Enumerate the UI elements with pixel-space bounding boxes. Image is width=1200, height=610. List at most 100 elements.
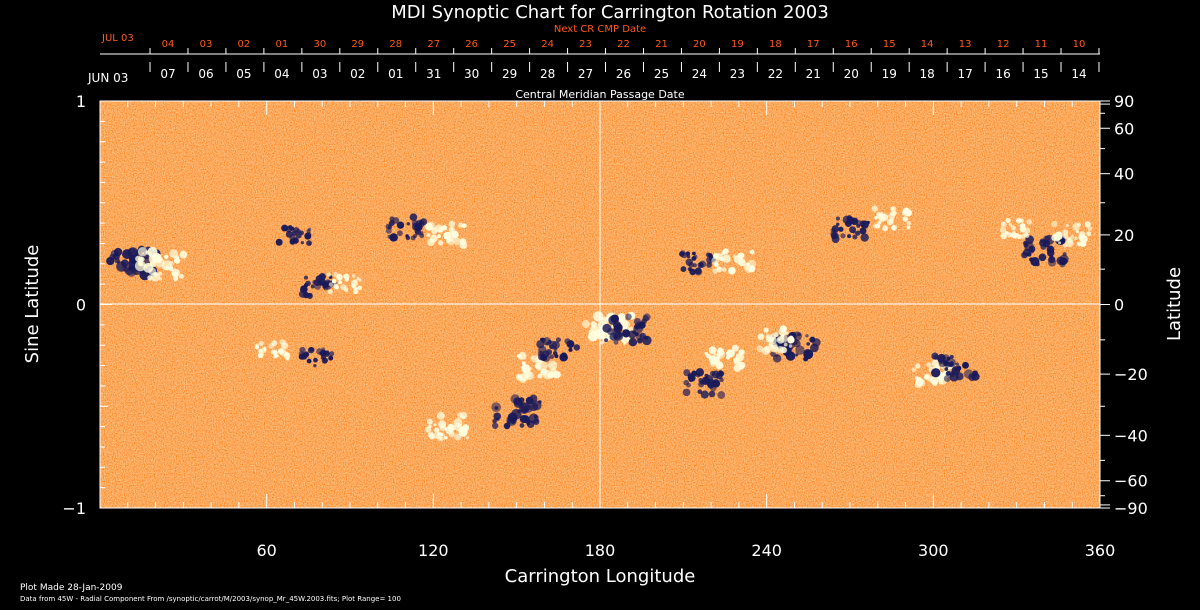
region-22-positive-blob bbox=[880, 213, 889, 222]
region-20-positive-blob bbox=[788, 344, 793, 348]
region-17-positive-blob bbox=[704, 352, 709, 356]
region-26-positive-blob bbox=[1062, 233, 1069, 239]
region-7-positive-blob bbox=[271, 340, 278, 347]
region-14-negative-blob bbox=[613, 339, 619, 345]
region-20-positive-blob bbox=[781, 347, 788, 354]
region-8-negative-blob bbox=[313, 364, 317, 368]
region-18-negative-blob bbox=[717, 391, 726, 399]
region-25-negative-blob bbox=[1031, 257, 1036, 262]
region-13-positive-blob bbox=[582, 320, 590, 329]
region-23-positive-blob bbox=[938, 380, 943, 385]
dateTicks-label-8: 30 bbox=[464, 67, 479, 81]
region-6-negative-blob bbox=[307, 227, 312, 231]
region-10-positive-blob bbox=[453, 418, 463, 428]
region-12-negative-blob bbox=[536, 340, 545, 349]
region-2-negative-blob bbox=[308, 292, 313, 297]
y-left-tick-label-1: 1 bbox=[76, 92, 86, 111]
region-18-negative-blob bbox=[689, 378, 693, 383]
dateTicks-label-11: 27 bbox=[578, 67, 593, 81]
y-axis-right-label: Latitude bbox=[1164, 267, 1185, 341]
region-7-positive-blob bbox=[258, 348, 263, 354]
region-16-positive-blob bbox=[721, 251, 725, 256]
region-20-positive-blob bbox=[776, 336, 785, 344]
region-19-negative-blob bbox=[809, 336, 816, 343]
region-22-positive-blob bbox=[906, 220, 912, 226]
region-14-negative-blob bbox=[635, 333, 643, 341]
next-cr-month: JUL 03 bbox=[101, 33, 134, 44]
nextTicks-label-10: 24 bbox=[541, 39, 554, 50]
region-9-negative-blob bbox=[529, 394, 538, 403]
region-6-negative-blob bbox=[288, 225, 293, 230]
region-21-negative-blob bbox=[834, 233, 840, 239]
region-27-positive-blob bbox=[1019, 225, 1027, 233]
region-20-positive-blob bbox=[765, 336, 772, 343]
region-1-positive-blob bbox=[158, 271, 163, 276]
region-12-negative-blob bbox=[552, 351, 558, 356]
region-4-negative-blob bbox=[385, 227, 392, 234]
region-14-negative-blob bbox=[604, 338, 609, 343]
region-13-positive-blob bbox=[622, 341, 626, 345]
region-26-positive-blob bbox=[1084, 221, 1091, 228]
region-24-negative-blob bbox=[943, 375, 951, 382]
region-17-positive-blob bbox=[739, 364, 745, 370]
nextTicks-label-9: 25 bbox=[503, 39, 516, 50]
date-axis-month: JUN 03 bbox=[87, 71, 128, 85]
region-1-positive-blob bbox=[150, 272, 161, 282]
region-22-positive-blob bbox=[888, 218, 895, 224]
region-4-negative-blob bbox=[396, 230, 403, 237]
region-15-negative-blob bbox=[692, 251, 696, 256]
region-26-positive-blob bbox=[1075, 229, 1080, 234]
region-18-negative-blob bbox=[691, 370, 697, 377]
region-5-positive-blob bbox=[430, 234, 438, 243]
region-26-positive-blob bbox=[1062, 229, 1069, 236]
x-tick-label-240: 240 bbox=[751, 541, 782, 560]
region-7-positive-blob bbox=[275, 354, 279, 358]
region-17-positive-blob bbox=[716, 361, 723, 369]
region-3-positive-blob bbox=[353, 288, 359, 295]
dateTicks-label-17: 21 bbox=[806, 67, 821, 81]
region-27-positive-blob bbox=[1010, 225, 1016, 231]
region-13-positive-blob bbox=[588, 329, 594, 335]
region-4-negative-blob bbox=[412, 222, 421, 231]
region-3-positive-blob bbox=[338, 280, 343, 285]
region-14-negative-blob bbox=[612, 320, 621, 330]
region-13-positive-blob bbox=[593, 311, 604, 322]
y-right-tick-label-−60: −60 bbox=[1114, 472, 1148, 491]
region-10-positive-blob bbox=[447, 423, 454, 430]
region-7-positive-blob bbox=[262, 347, 267, 352]
region-3-positive-blob bbox=[326, 272, 332, 277]
y-right-tick-label-0: 0 bbox=[1114, 296, 1124, 315]
region-26-positive-blob bbox=[1070, 234, 1075, 239]
region-3-positive-blob bbox=[351, 283, 356, 288]
region-2-negative-blob bbox=[300, 285, 308, 294]
dateTicks-label-19: 19 bbox=[882, 67, 897, 81]
dateTicks-label-1: 06 bbox=[198, 67, 213, 81]
region-16-positive-blob bbox=[749, 249, 755, 255]
region-9-negative-blob bbox=[511, 408, 522, 420]
region-9-negative-blob bbox=[521, 415, 530, 423]
region-26-positive-blob bbox=[1078, 234, 1085, 241]
nextTicks-label-20: 14 bbox=[921, 39, 934, 50]
region-21-negative-blob bbox=[859, 227, 867, 235]
region-24-negative-blob bbox=[949, 354, 954, 359]
region-6-negative-blob bbox=[291, 241, 295, 245]
region-19-negative-blob bbox=[805, 334, 809, 338]
region-10-positive-blob bbox=[436, 411, 445, 420]
region-5-positive-blob bbox=[437, 234, 441, 239]
region-0-negative-blob bbox=[106, 256, 115, 266]
region-6-negative-blob bbox=[281, 224, 289, 232]
footer-data-source: Data from 45W - Radial Component From /s… bbox=[20, 595, 401, 603]
y-right-tick-label-−90: −90 bbox=[1114, 499, 1148, 518]
region-26-positive-blob bbox=[1087, 226, 1093, 231]
nextTicks-label-11: 23 bbox=[579, 39, 592, 50]
dateTicks-label-20: 18 bbox=[920, 67, 935, 81]
y-right-tick-label-90: 90 bbox=[1114, 92, 1134, 111]
region-12-negative-blob bbox=[552, 341, 560, 349]
region-24-negative-blob bbox=[945, 363, 950, 368]
region-19-negative-blob bbox=[803, 349, 814, 360]
nextTicks-label-15: 19 bbox=[731, 39, 744, 50]
region-10-positive-blob bbox=[426, 418, 433, 425]
region-5-positive-blob bbox=[453, 237, 461, 246]
region-7-positive-blob bbox=[258, 341, 264, 346]
region-3-positive-blob bbox=[356, 276, 360, 281]
